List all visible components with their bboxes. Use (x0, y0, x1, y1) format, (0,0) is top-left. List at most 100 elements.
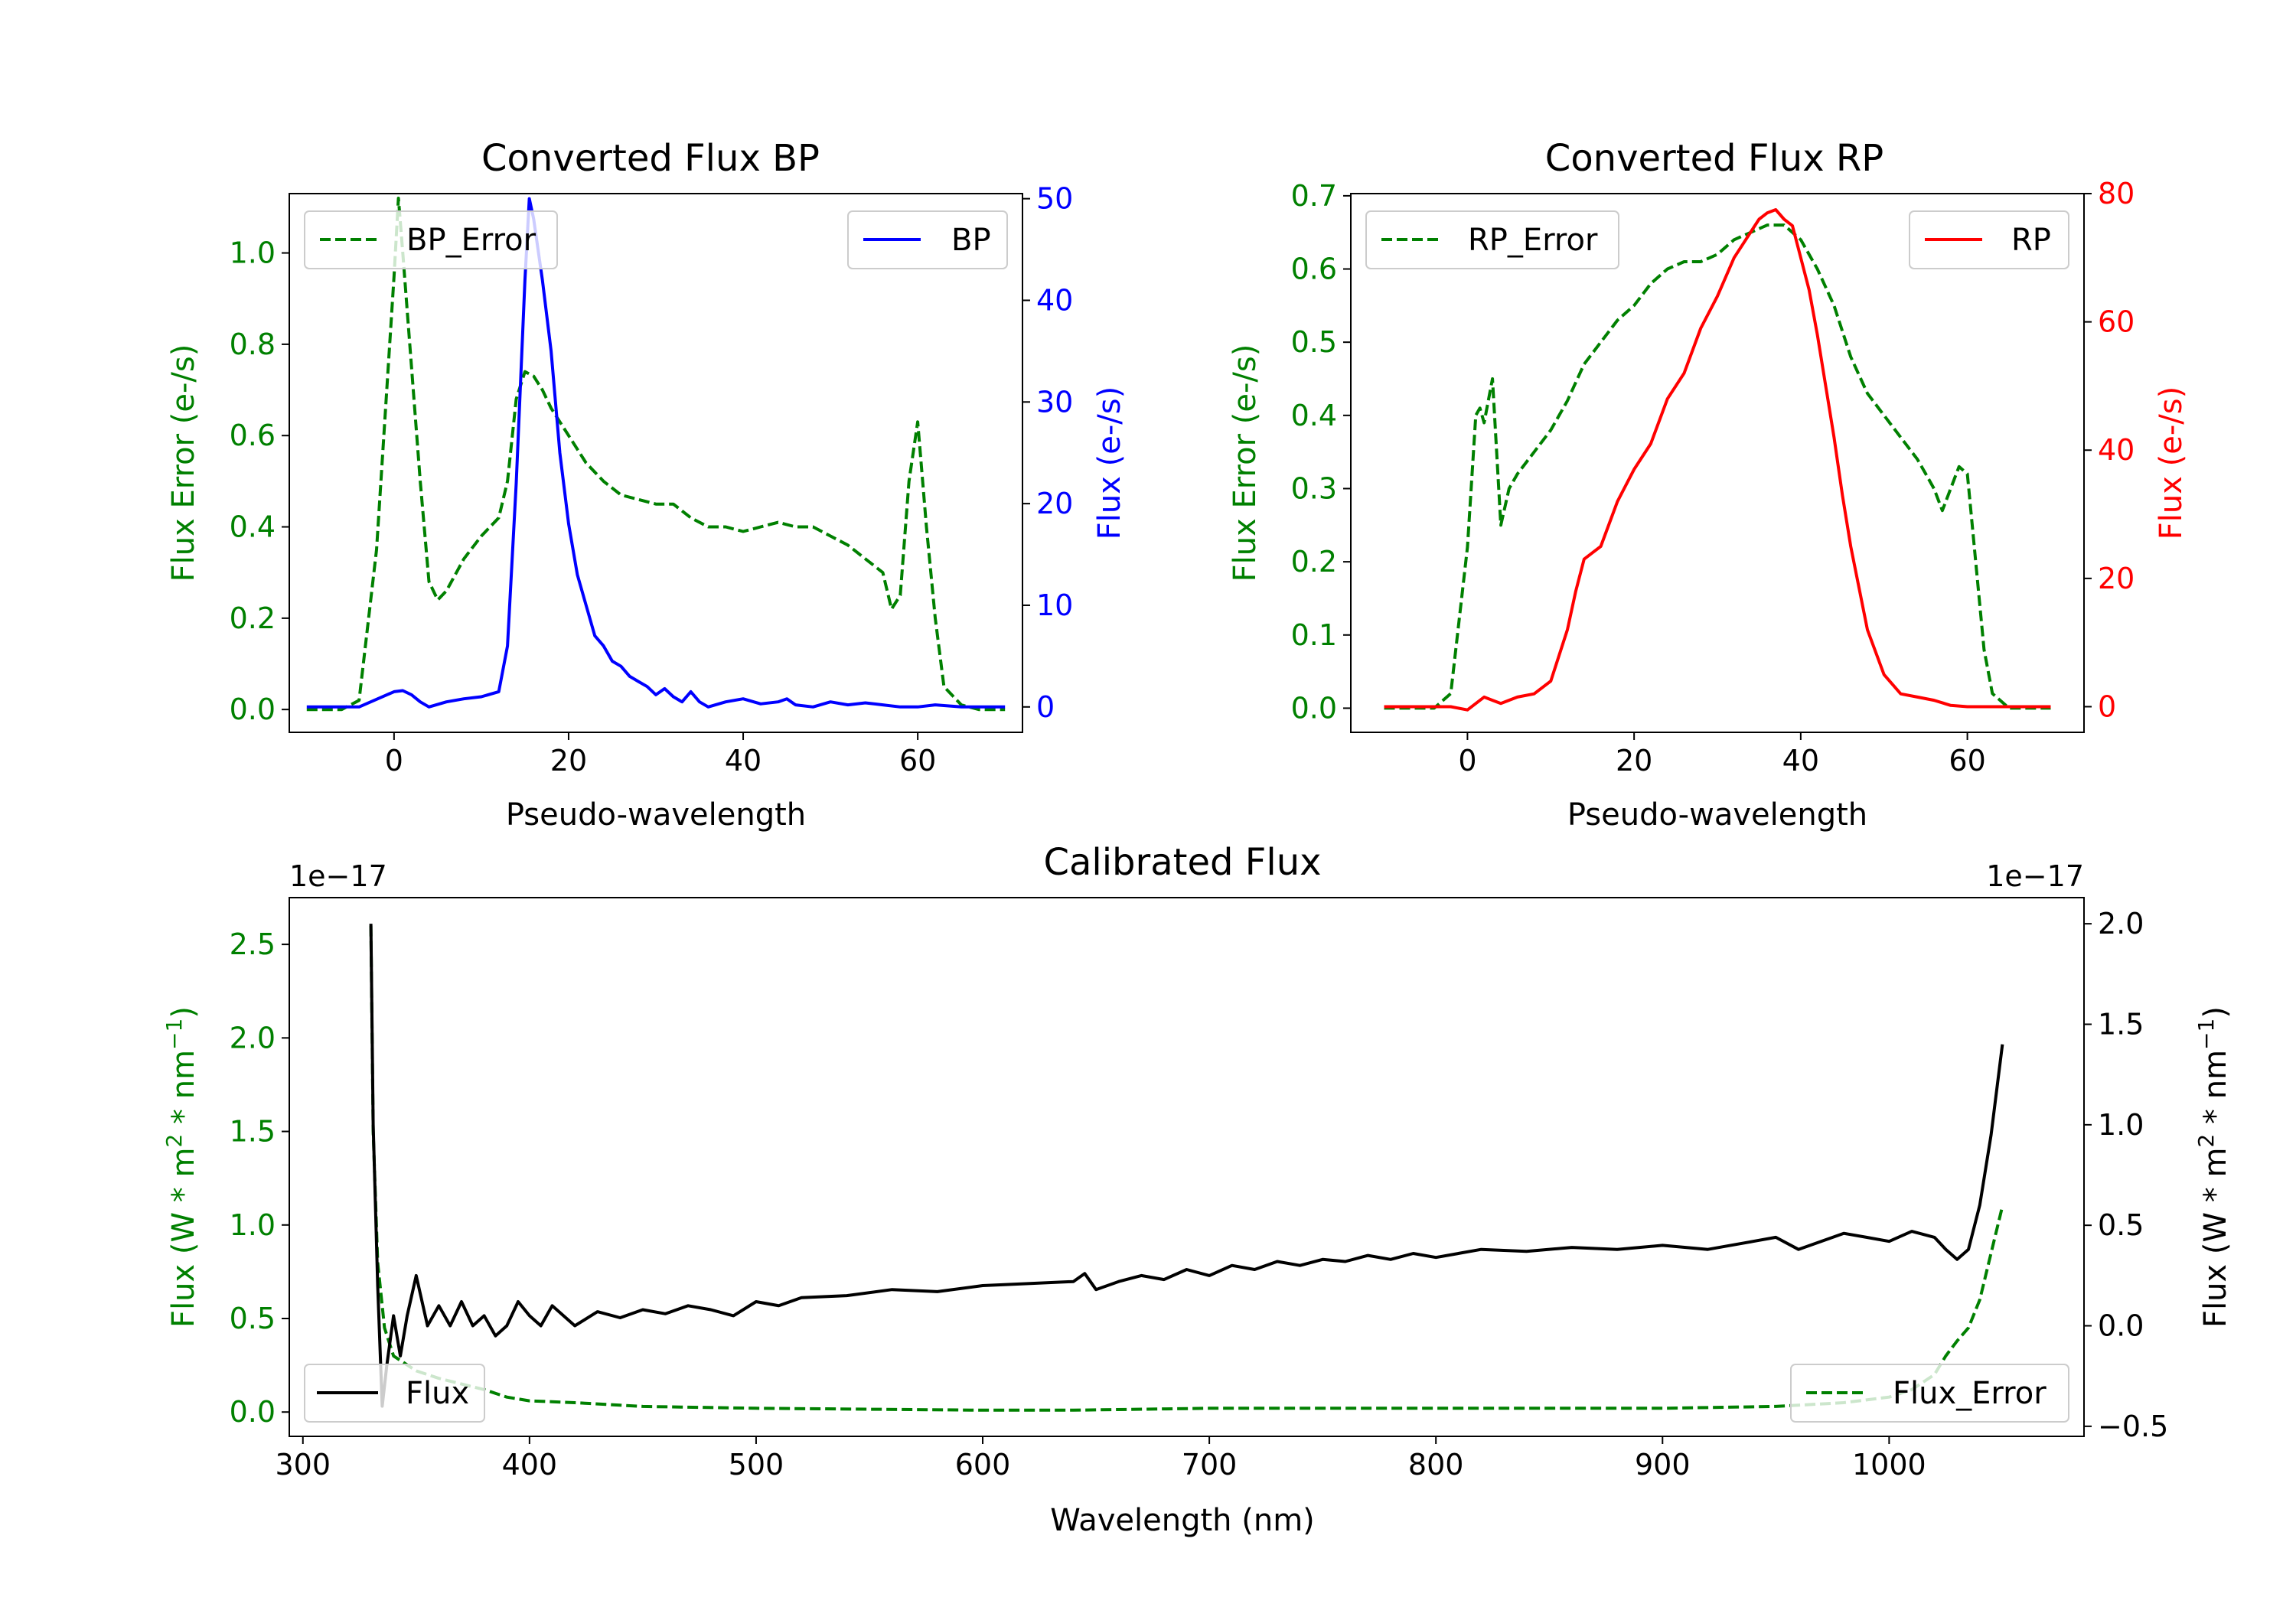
calibrated-x-tick-label: 300 (275, 1448, 331, 1482)
calibrated-left-y-ticks: 0.0 0.5 1.0 1.5 2.0 2.5 (230, 927, 289, 1429)
calibrated-flux-line (369, 924, 2004, 1408)
rp-left-y-tick-label: 0.7 (1291, 179, 1337, 213)
rp-left-y-tick-label: 0.5 (1291, 325, 1337, 359)
bp-right-y-tick-label: 0 (1036, 690, 1055, 724)
calibrated-left-y-axis-label: Flux (W * m2 * nm−1) (161, 1006, 202, 1328)
rp-series-group (1384, 208, 2051, 712)
calibrated-right-y-tick-label: 1.0 (2098, 1108, 2144, 1142)
rp-legend-label: RP (2011, 223, 2051, 258)
calibrated-left-y-tick-label: 0.5 (230, 1302, 276, 1335)
calibrated-x-tick-label: 700 (1182, 1448, 1238, 1482)
rp-left-y-tick-label: 0.1 (1291, 618, 1337, 652)
calibrated-left-offset-text: 1e−17 (289, 859, 387, 893)
calibrated-right-y-tick-label: −0.5 (2098, 1410, 2168, 1443)
bp-right-y-tick-label: 40 (1036, 283, 1073, 317)
calibrated-x-tick-label: 400 (502, 1448, 558, 1482)
rp-right-y-tick-label: 80 (2098, 177, 2135, 210)
rp-x-ticks: 0 20 40 60 (1458, 732, 1986, 777)
calibrated-plot-frame (289, 897, 2085, 1437)
rp-x-tick-label: 40 (1782, 744, 1819, 777)
rp-x-axis-label: Pseudo-wavelength (1567, 797, 1867, 833)
bp-left-y-tick-label: 1.0 (230, 236, 276, 270)
calibrated-left-y-tick-label: 2.5 (230, 927, 276, 961)
bp-legend-label: BP (951, 223, 991, 258)
bp-x-tick-label: 0 (385, 744, 403, 777)
bp-left-y-axis-label: Flux Error (e-/s) (166, 344, 201, 582)
rp-right-y-tick-label: 20 (2098, 562, 2135, 595)
flux-legend-label: Flux (406, 1376, 469, 1411)
rp-right-y-tick-label: 60 (2098, 305, 2135, 339)
bp-error-legend: BP_Error (304, 210, 558, 269)
rp-error-legend: RP_Error (1365, 210, 1619, 269)
bp-x-axis-label: Pseudo-wavelength (506, 797, 806, 833)
flux-legend: Flux (304, 1364, 485, 1423)
flux-error-legend-label: Flux_Error (1893, 1376, 2047, 1411)
bp-right-y-tick-label: 50 (1036, 182, 1073, 216)
rp-rp-error-line (1384, 223, 2051, 710)
calibrated-left-y-tick-label: 1.0 (230, 1208, 276, 1242)
rp-x-tick-label: 0 (1458, 744, 1476, 777)
calibrated-x-tick-label: 600 (955, 1448, 1011, 1482)
bp-legend: BP (847, 210, 1008, 269)
rp-error-legend-label: RP_Error (1468, 223, 1598, 258)
rp-right-y-tick-label: 40 (2098, 433, 2135, 467)
bp-right-y-ticks: 0 10 20 30 40 50 (1022, 182, 1073, 724)
bp-panel: Converted Flux BP 0 20 40 60 0.00.20.40.60.… (166, 137, 1127, 833)
rp-left-y-tick-label: 0.6 (1291, 253, 1337, 286)
bp-bp-error-line (306, 197, 1006, 712)
bp-right-y-axis-label: Flux (e-/s) (1092, 386, 1127, 539)
calibrated-right-y-tick-label: 2.0 (2098, 907, 2144, 940)
bp-left-y-tick-label: 0.4 (230, 510, 276, 544)
rp-right-y-axis-label: Flux (e-/s) (2154, 386, 2189, 539)
calibrated-right-y-ticks: −0.5 0.0 0.5 1.0 1.5 2.0 (2084, 907, 2168, 1443)
rp-x-tick-label: 60 (1949, 744, 1985, 777)
rp-left-y-tick-label: 0.4 (1291, 399, 1337, 432)
calibrated-left-y-tick-label: 1.5 (230, 1115, 276, 1149)
bp-left-y-tick-label: 0.0 (230, 693, 276, 726)
rp-plot-frame (1350, 193, 2085, 733)
rp-panel: Converted Flux RP 0 20 40 60 0.00.10.20.30.… (1228, 137, 2189, 833)
bp-series-group (306, 197, 1006, 712)
calibrated-x-tick-label: 1000 (1852, 1448, 1926, 1482)
rp-rp-line (1384, 208, 2051, 712)
rp-left-y-tick-label: 0.0 (1291, 691, 1337, 725)
calibrated-flux-error-line (369, 925, 2004, 1412)
rp-left-y-ticks: 0.0 0.1 0.2 0.3 0.4 0.5 0.6 0.7 (1291, 179, 1351, 725)
bp-right-y-tick-label: 30 (1036, 385, 1073, 419)
calibrated-title: Calibrated Flux (1043, 841, 1321, 884)
bp-x-ticks: 0 20 40 60 (385, 732, 936, 777)
flux-error-legend: Flux_Error (1790, 1364, 2069, 1423)
calibrated-right-offset-text: 1e−17 (1986, 859, 2084, 893)
calibrated-right-y-tick-label: 0.0 (2098, 1309, 2144, 1343)
bp-plot-frame (289, 193, 1023, 733)
calibrated-left-y-tick-label: 2.0 (230, 1021, 276, 1054)
rp-left-y-axis-label: Flux Error (e-/s) (1228, 344, 1263, 582)
bp-right-y-tick-label: 20 (1036, 487, 1073, 520)
rp-right-y-tick-label: 0 (2098, 689, 2116, 723)
calibrated-right-y-tick-label: 1.5 (2098, 1007, 2144, 1041)
bp-error-legend-label: BP_Error (406, 223, 536, 258)
calibrated-series-group (369, 924, 2004, 1412)
calibrated-panel: Calibrated Flux 1e−17 1e−17 300 400 500 600… (161, 841, 2234, 1538)
rp-right-y-ticks: 0 20 40 60 80 (2084, 177, 2135, 723)
bp-left-y-tick-label: 0.6 (230, 419, 276, 452)
rp-left-y-tick-label: 0.3 (1291, 471, 1337, 505)
bp-x-tick-label: 20 (550, 744, 587, 777)
calibrated-x-tick-label: 500 (729, 1448, 784, 1482)
bp-left-y-tick-label: 0.8 (230, 328, 276, 361)
bp-x-tick-label: 40 (725, 744, 762, 777)
calibrated-left-y-tick-label: 0.0 (230, 1395, 276, 1429)
bp-x-tick-label: 60 (899, 744, 936, 777)
rp-x-tick-label: 20 (1616, 744, 1652, 777)
calibrated-x-tick-label: 800 (1408, 1448, 1464, 1482)
calibrated-x-axis-label: Wavelength (nm) (1050, 1503, 1315, 1538)
bp-right-y-tick-label: 10 (1036, 588, 1073, 622)
rp-legend: RP (1909, 210, 2069, 269)
rp-left-y-tick-label: 0.2 (1291, 545, 1337, 579)
bp-left-y-tick-label: 0.2 (230, 601, 276, 635)
bp-bp-line (306, 197, 1006, 709)
rp-title: Converted Flux RP (1545, 137, 1883, 180)
bp-left-y-ticks: 0.0 0.2 0.4 0.6 0.8 1.0 (230, 236, 289, 726)
calibrated-x-ticks: 300 400 500 600 700 800 900 1000 (275, 1436, 1926, 1482)
